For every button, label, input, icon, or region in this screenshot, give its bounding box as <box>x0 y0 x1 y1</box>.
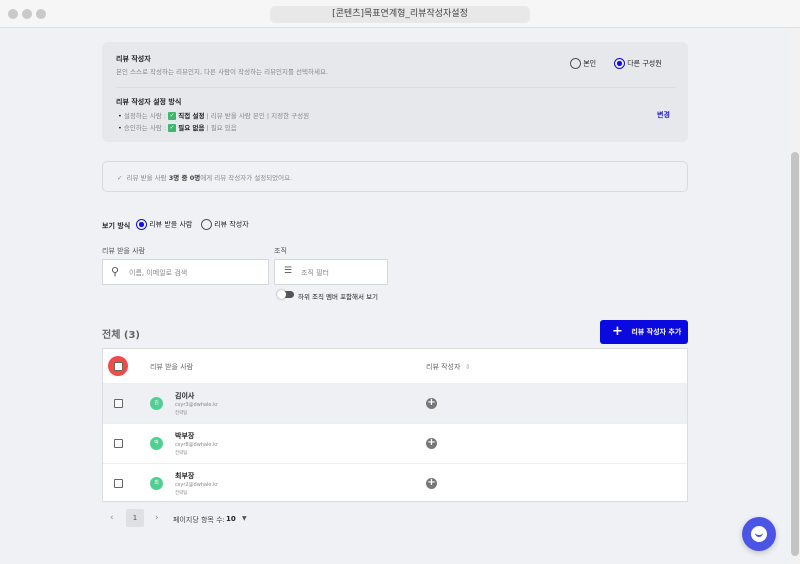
org-label: 조직 <box>274 247 287 255</box>
reviewee-team: 전략팀 <box>175 451 188 456</box>
option-label: 본인 <box>583 59 597 68</box>
next-page-button[interactable]: › <box>155 513 159 523</box>
radio-icon <box>201 219 212 230</box>
column-header-reviewee: 리뷰 받을 사람 <box>150 363 194 371</box>
per-page-value[interactable]: 10 <box>226 515 236 523</box>
approver-value: 필요 없음 <box>178 124 205 132</box>
total-count: 전체 (3) <box>102 330 140 341</box>
writer-settings-card: 리뷰 작성자 본인 스스로 작성하는 리뷰인지, 다른 사람이 작성하는 리뷰인… <box>102 42 688 142</box>
writer-title: 리뷰 작성자 <box>116 55 151 63</box>
window-title: [콘텐츠]목표연계형_리뷰작성자설정 <box>270 6 530 23</box>
setter-value: 직접 설정 <box>178 112 205 120</box>
add-writer-icon[interactable]: + <box>426 477 437 489</box>
notice-count: 3명 중 0명 <box>168 174 201 182</box>
plus-icon: + <box>612 324 623 339</box>
search-placeholder: 이름, 이메일로 검색 <box>129 269 188 277</box>
table-row[interactable]: 박 박부장 csyr8@dwhale.kr 전략팀 + <box>103 423 687 463</box>
divider <box>116 87 676 88</box>
minimize-window-button[interactable] <box>22 9 32 19</box>
avatar: 최 <box>150 477 163 490</box>
writer-option-self[interactable]: 본인 <box>570 58 596 69</box>
maximize-window-button[interactable] <box>36 9 46 19</box>
reviewee-email: csyr8@dwhale.kr <box>175 442 219 448</box>
add-writer-button[interactable]: + 리뷰 작성자 추가 <box>600 320 688 344</box>
setter-line: • 설정하는 사람 : ✓ 직접 설정 | 리뷰 받을 사람 본인 | 지정한 … <box>118 112 310 120</box>
prev-page-button[interactable]: ‹ <box>110 513 114 523</box>
row-checkbox[interactable] <box>114 399 123 408</box>
org-placeholder: 조직 필터 <box>301 269 329 277</box>
page-1-button[interactable]: 1 <box>126 509 144 527</box>
sort-icon[interactable]: ⇕ <box>464 363 471 371</box>
reviewee-team: 전략팀 <box>175 411 188 416</box>
add-writer-icon[interactable]: + <box>426 397 437 409</box>
reviewee-name: 최부장 <box>175 472 195 480</box>
check-icon: ✓ <box>117 174 123 182</box>
writer-option-other[interactable]: 다른 구성원 <box>614 58 662 69</box>
change-link[interactable]: 변경 <box>657 111 670 119</box>
status-notice: ✓ 리뷰 받을 사람 3명 중 0명에게 리뷰 작성자가 설정되었어요. <box>102 161 688 192</box>
notice-text: 에게 리뷰 작성자가 설정되었어요. <box>200 174 293 182</box>
method-title: 리뷰 작성자 설정 방식 <box>116 98 182 106</box>
table-row[interactable]: 최 최부장 csyr2@dwhale.kr 전략팀 + <box>103 463 687 503</box>
org-filter[interactable]: ☰ 조직 필터 <box>274 259 388 285</box>
chat-button[interactable] <box>742 517 776 551</box>
radio-selected-icon <box>136 219 147 230</box>
scrollbar-thumb[interactable] <box>791 152 799 556</box>
setter-options: | 리뷰 받을 사람 본인 | 지정한 구성원 <box>204 112 310 120</box>
check-icon: ✓ <box>168 124 177 132</box>
reviewee-name: 박부장 <box>175 432 195 440</box>
search-input[interactable]: ⚲ 이름, 이메일로 검색 <box>102 259 269 285</box>
row-checkbox[interactable] <box>114 439 123 448</box>
search-icon: ⚲ <box>111 265 120 278</box>
chevron-down-icon[interactable]: ▼ <box>242 515 247 522</box>
view-option-writer[interactable]: 리뷰 작성자 <box>201 219 249 230</box>
radio-selected-icon <box>614 58 625 69</box>
row-checkbox[interactable] <box>114 479 123 488</box>
view-option-reviewee[interactable]: 리뷰 받을 사람 <box>136 219 192 230</box>
check-icon: ✓ <box>168 112 177 120</box>
reviewee-team: 전략팀 <box>175 491 188 496</box>
table-header: 리뷰 받을 사람 리뷰 작성자 ⇕ <box>103 349 687 383</box>
column-header-writer[interactable]: 리뷰 작성자 ⇕ <box>426 362 471 372</box>
toggle-label: 하위 조직 멤버 포함해서 보기 <box>298 293 379 301</box>
reviewee-email: csyr2@dwhale.kr <box>175 482 219 488</box>
approver-line: • 승인하는 사람 : ✓ 필요 없음 | 필요 있음 <box>118 124 237 132</box>
option-label: 다른 구성원 <box>627 59 662 68</box>
filter-icon: ☰ <box>284 266 293 276</box>
select-all-checkbox[interactable] <box>114 362 123 371</box>
approver-label: 승인하는 사람 : <box>123 124 167 132</box>
option-label: 리뷰 작성자 <box>214 220 249 229</box>
notice-text: 리뷰 받을 사람 <box>126 174 169 182</box>
close-window-button[interactable] <box>8 9 18 19</box>
reviewee-label: 리뷰 받을 사람 <box>102 247 146 255</box>
reviewee-table: 리뷰 받을 사람 리뷰 작성자 ⇕ 김 김이사 csyr3@dwhale.kr … <box>102 348 688 502</box>
sub-org-toggle[interactable] <box>277 290 294 299</box>
add-writer-label: 리뷰 작성자 추가 <box>631 328 682 336</box>
column-label: 리뷰 작성자 <box>426 363 461 371</box>
add-writer-icon[interactable]: + <box>426 437 437 449</box>
option-label: 리뷰 받을 사람 <box>149 220 193 229</box>
avatar: 박 <box>150 437 163 450</box>
approver-options: | 필요 있음 <box>204 124 237 132</box>
reviewee-name: 김이사 <box>175 392 195 400</box>
reviewee-email: csyr3@dwhale.kr <box>175 402 219 408</box>
view-mode-label: 보기 방식 <box>102 222 131 230</box>
table-row[interactable]: 김 김이사 csyr3@dwhale.kr 전략팀 + <box>103 383 687 423</box>
chat-icon <box>751 526 767 542</box>
per-page-label: 페이지당 항목 수: <box>173 516 225 524</box>
radio-icon <box>570 58 581 69</box>
writer-description: 본인 스스로 작성하는 리뷰인지, 다른 사람이 작성하는 리뷰인지를 선택하세… <box>116 68 329 76</box>
avatar: 김 <box>150 397 163 410</box>
title-bar: [콘텐츠]목표연계형_리뷰작성자설정 <box>0 0 800 28</box>
setter-label: 설정하는 사람 : <box>123 112 167 120</box>
